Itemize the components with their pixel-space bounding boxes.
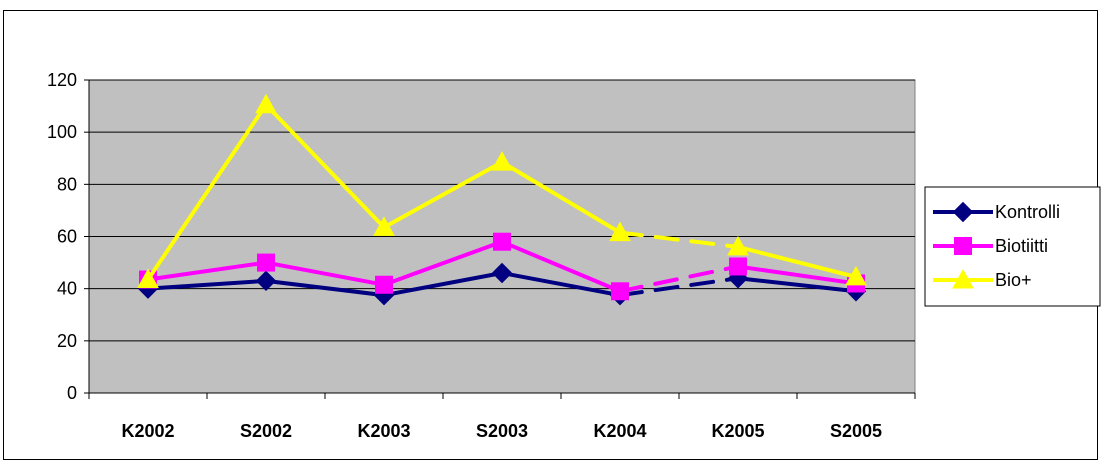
x-tick-label: K2004: [593, 421, 646, 441]
data-point: [609, 221, 631, 242]
data-point: [373, 216, 395, 236]
data-point: [727, 235, 749, 256]
series-line-segment: [264, 102, 386, 230]
x-tick-label: S2003: [476, 421, 528, 441]
series-line-segment: [618, 276, 740, 298]
data-point: [729, 257, 747, 276]
data-point: [255, 93, 277, 114]
series-line-segment: [736, 276, 858, 294]
data-point: [493, 232, 511, 251]
y-tick-label: 100: [47, 122, 77, 142]
series-line-segment: [146, 102, 268, 282]
x-tick-label: K2003: [357, 421, 410, 441]
data-point: [491, 151, 513, 171]
x-tick-label: K2002: [121, 421, 174, 441]
data-point: [257, 253, 275, 272]
series-biotiitti: [139, 232, 865, 301]
x-tick-label: S2002: [240, 421, 292, 441]
data-point: [491, 262, 513, 284]
y-tick-label: 20: [57, 331, 77, 351]
legend-marker: [952, 268, 974, 289]
legend-label: Bio+: [995, 270, 1032, 290]
series-line-segment: [146, 278, 268, 291]
series-line-segment: [264, 260, 386, 287]
y-tick-label: 40: [57, 279, 77, 299]
series-line-segment: [382, 160, 504, 230]
y-tick-label: 120: [47, 70, 77, 90]
series-line-segment: [618, 230, 740, 249]
legend-label: Biotiitti: [995, 236, 1048, 256]
data-point: [375, 275, 393, 294]
data-point: [255, 270, 277, 292]
series-line-segment: [736, 264, 858, 286]
y-tick-label: 0: [67, 383, 77, 403]
series-line-segment: [618, 264, 740, 294]
series-line-segment: [382, 239, 504, 287]
series-line-segment: [500, 271, 622, 298]
x-tick-label: K2005: [711, 421, 764, 441]
series-line-segment: [500, 160, 622, 235]
y-tick-label: 80: [57, 174, 77, 194]
series-line-segment: [736, 244, 858, 279]
legend-label: Kontrolli: [995, 202, 1060, 222]
x-tick-label: S2005: [830, 421, 882, 441]
y-tick-label: 60: [57, 227, 77, 247]
series-line-segment: [264, 278, 386, 298]
series-line-segment: [146, 260, 268, 282]
legend: Kontrolli Biotiitti Bio+: [924, 186, 1101, 307]
legend-marker: [952, 201, 974, 223]
data-point: [845, 265, 867, 286]
series-bio-: [137, 93, 867, 289]
series-line-segment: [500, 239, 622, 294]
data-point: [137, 268, 159, 289]
legend-marker: [954, 237, 972, 255]
data-point: [611, 282, 629, 301]
series-line-segment: [382, 271, 504, 298]
